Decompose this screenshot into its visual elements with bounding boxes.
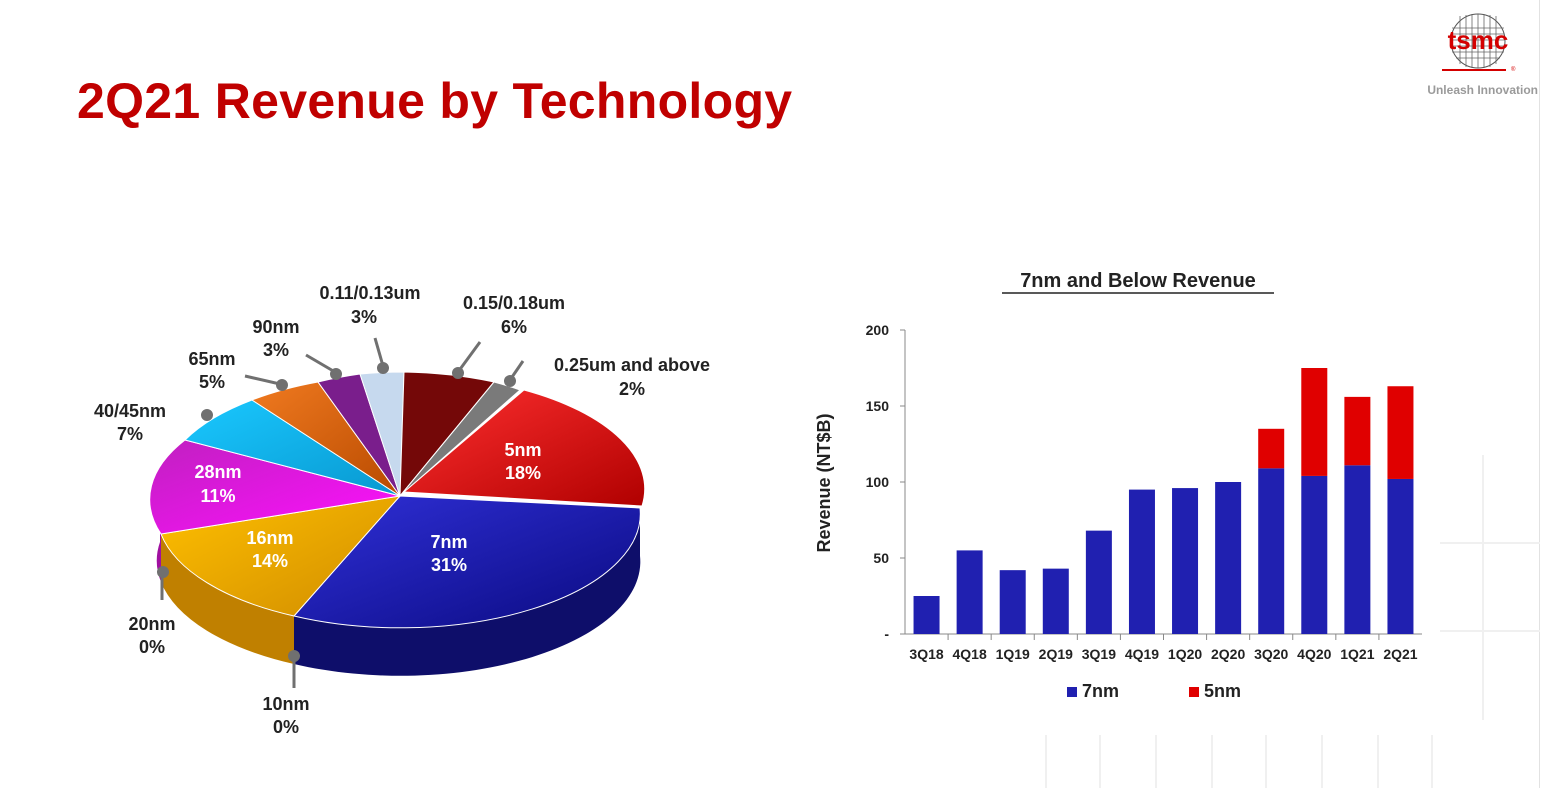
- x-tick-label: 4Q20: [1297, 646, 1331, 662]
- x-tick-label: 2Q20: [1211, 646, 1245, 662]
- page-title: 2Q21 Revenue by Technology: [77, 73, 793, 129]
- bar-7nm-4q19: [1128, 489, 1155, 634]
- pie-label-28nm: 28nm: [194, 462, 241, 482]
- logo-tagline: Unleash Innovation: [1427, 83, 1538, 97]
- technology-pie-chart: 5nm 18% 7nm 31% 10nm 0% 16nm 14% 20nm 0%…: [94, 283, 710, 737]
- pie-label-40-45nm: 40/45nm: [94, 401, 166, 421]
- bar-5nm-3q20: [1258, 428, 1285, 469]
- bar-5nm-1q21: [1344, 396, 1371, 466]
- bar-7nm-4q18: [956, 550, 983, 634]
- pie-value-16nm: 14%: [252, 551, 288, 571]
- pie-side-7nm: [294, 508, 641, 676]
- legend-label-5nm: 5nm: [1204, 681, 1241, 701]
- bar-7nm-3q20: [1258, 468, 1285, 634]
- bar-chart-y-axis-label: Revenue (NT$B): [814, 413, 834, 552]
- bar-7nm-1q19: [999, 570, 1026, 634]
- bar-7nm-3q18: [913, 596, 940, 634]
- x-tick-label: 2Q21: [1383, 646, 1417, 662]
- x-tick-label: 1Q20: [1168, 646, 1202, 662]
- x-tick-label: 4Q19: [1125, 646, 1159, 662]
- pie-value-0-15-0-18um: 6%: [501, 317, 527, 337]
- pie-value-40-45nm: 7%: [117, 424, 143, 444]
- wafer-logo-icon: tsmc ®: [1442, 13, 1516, 73]
- x-tick-label: 1Q21: [1340, 646, 1374, 662]
- logo-registered: ®: [1511, 66, 1516, 73]
- legend-swatch-7nm: [1067, 687, 1077, 697]
- bar-7nm-2q20: [1215, 482, 1242, 634]
- bar-chart-title: 7nm and Below Revenue: [1020, 270, 1256, 292]
- pie-leaders: [157, 337, 525, 688]
- y-tick-label: 150: [866, 398, 890, 414]
- pie-label-0-15-0-18um: 0.15/0.18um: [463, 293, 565, 313]
- bar-5nm-4q20: [1301, 368, 1328, 476]
- pie-label-5nm: 5nm: [504, 440, 541, 460]
- x-tick-label: 2Q19: [1039, 646, 1073, 662]
- background-grid: [1045, 735, 1433, 788]
- bar-7nm-1q20: [1172, 488, 1199, 634]
- x-tick-label: 3Q19: [1082, 646, 1116, 662]
- legend-label-7nm: 7nm: [1082, 681, 1119, 701]
- bar-7nm-3q19: [1085, 530, 1112, 634]
- legend-swatch-5nm: [1189, 687, 1199, 697]
- bar-7nm-2q19: [1042, 568, 1069, 634]
- bar-5nm-2q21: [1387, 386, 1414, 479]
- pie-label-16nm: 16nm: [246, 528, 293, 548]
- y-tick-label: -: [884, 626, 889, 642]
- x-tick-label: 1Q19: [996, 646, 1030, 662]
- pie-slices: [149, 371, 646, 629]
- tsmc-logo: tsmc ® Unleash Innovation: [1418, 8, 1538, 104]
- pie-value-7nm: 31%: [431, 555, 467, 575]
- y-tick-label: 200: [866, 322, 890, 338]
- pie-label-0-11-0-13um: 0.11/0.13um: [319, 283, 420, 303]
- revenue-bar-chart: 7nm and Below Revenue Revenue (NT$B) - 50…: [814, 270, 1422, 701]
- pie-slice-7nm: [293, 495, 641, 629]
- pie-value-28nm: 11%: [200, 486, 235, 506]
- pie-slice-40-45nm: [184, 399, 401, 497]
- divider: [1539, 0, 1540, 788]
- pie-value-0-11-0-13um: 3%: [351, 307, 377, 327]
- pie-slice-28nm: [149, 439, 401, 535]
- pie-label-20nm: 20nm: [128, 614, 175, 634]
- x-tick-label: 3Q18: [909, 646, 943, 662]
- pie-value-65nm: 5%: [199, 372, 225, 392]
- pie-value-0-25um: 2%: [619, 379, 645, 399]
- bar-7nm-4q20: [1301, 475, 1328, 634]
- bar-7nm-2q21: [1387, 478, 1414, 634]
- pie-value-90nm: 3%: [263, 340, 289, 360]
- pie-value-10nm: 0%: [273, 717, 299, 737]
- pie-side-16nm: [161, 534, 294, 664]
- pie-label-0-25um: 0.25um and above: [554, 355, 710, 375]
- bar-7nm-1q21: [1344, 465, 1371, 634]
- y-tick-label: 50: [873, 550, 889, 566]
- pie-label-65nm: 65nm: [188, 349, 235, 369]
- pie-slice-5nm: [402, 389, 646, 507]
- x-tick-label: 3Q20: [1254, 646, 1288, 662]
- pie-label-7nm: 7nm: [430, 532, 467, 552]
- pie-value-5nm: 18%: [505, 463, 541, 483]
- x-tick-label: 4Q18: [953, 646, 987, 662]
- pie-label-90nm: 90nm: [252, 317, 299, 337]
- y-tick-label: 100: [866, 474, 890, 490]
- pie-value-20nm: 0%: [139, 637, 165, 657]
- pie-label-10nm: 10nm: [262, 694, 309, 714]
- logo-wordmark: tsmc: [1448, 25, 1509, 55]
- pie-slice-16nm: [160, 495, 402, 617]
- background-grid: [1440, 455, 1540, 720]
